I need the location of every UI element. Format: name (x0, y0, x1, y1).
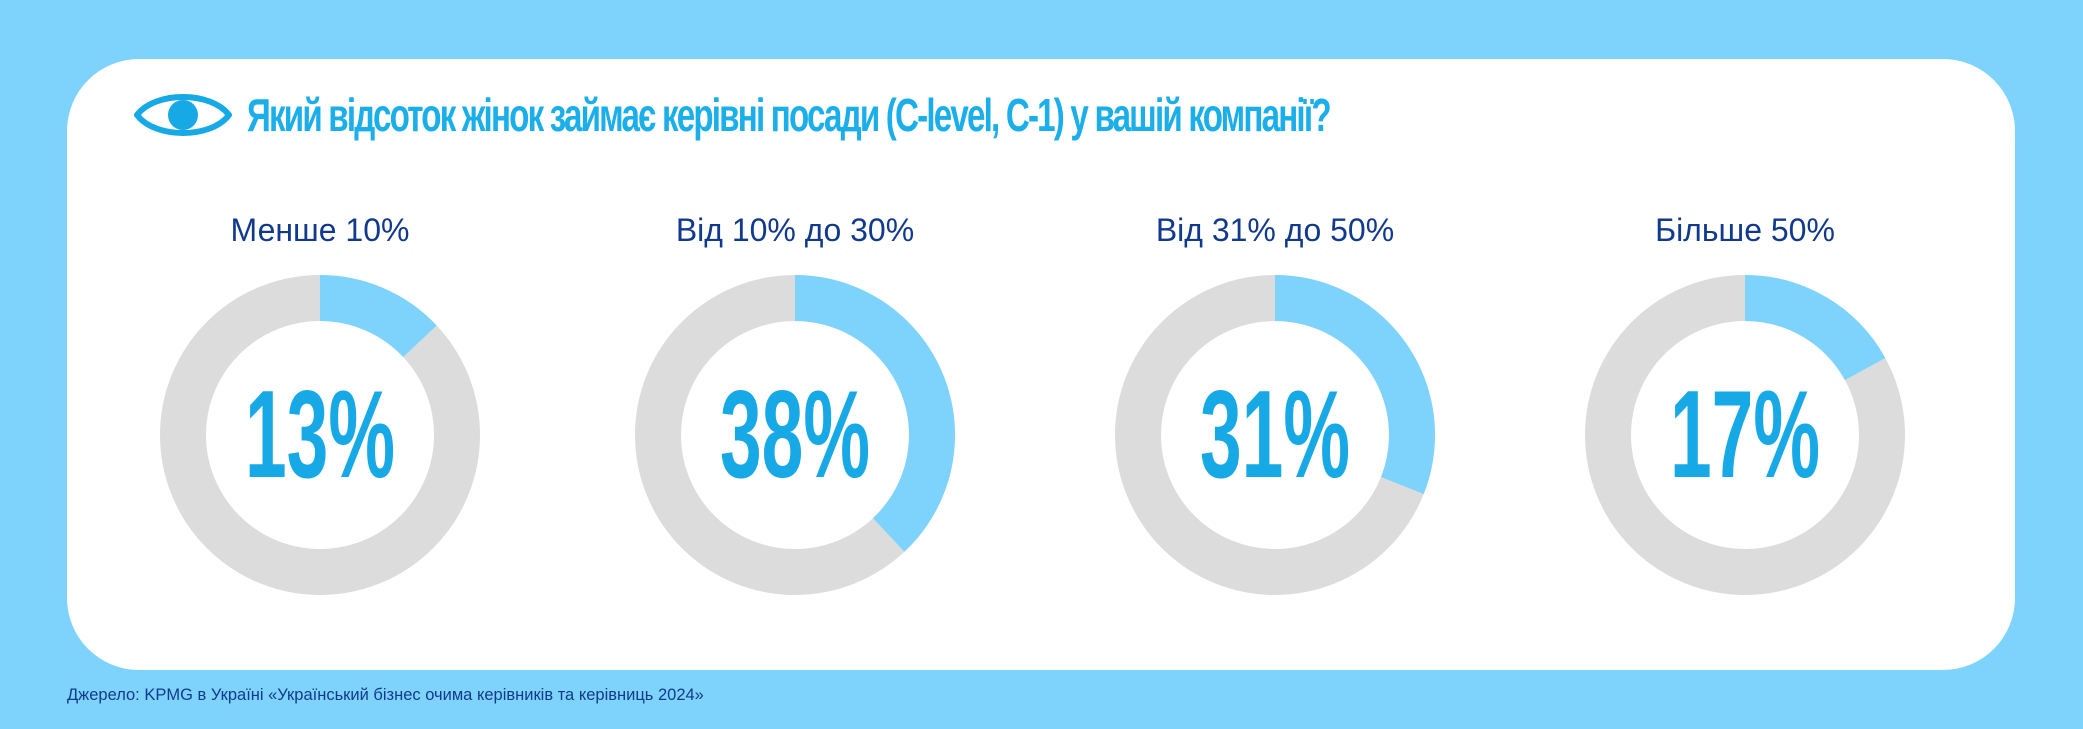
title-row: Який відсоток жінок займає керівні посад… (133, 84, 1751, 146)
source-note: Джерело: KPMG в Україні «Український біз… (67, 686, 704, 704)
donut-value: 38% (720, 366, 870, 504)
donut-chart: 31% (1115, 275, 1435, 595)
donut-segment (160, 275, 480, 595)
category-label: Менше 10% (230, 212, 410, 248)
donut-segment (1585, 275, 1905, 595)
category-label: Від 31% до 50% (1155, 212, 1395, 248)
donut-1: Менше 10% 13% (130, 205, 510, 600)
chart-title: Який відсоток жінок займає керівні посад… (247, 89, 1332, 141)
category-label: Від 10% до 30% (675, 212, 915, 248)
eye-icon (134, 94, 232, 136)
donut-value: 31% (1200, 366, 1350, 504)
donut-value: 17% (1670, 366, 1820, 504)
donut-value: 13% (245, 366, 395, 504)
donut-segment (635, 275, 955, 595)
donut-chart: 38% (635, 275, 955, 595)
donut-4: Більше 50% 17% (1555, 205, 1935, 600)
donut-chart: 13% (160, 275, 480, 595)
donut-chart: 17% (1585, 275, 1905, 595)
donut-segment (1115, 275, 1435, 595)
category-label: Більше 50% (1655, 212, 1835, 248)
donut-3: Від 31% до 50% 31% (1085, 205, 1465, 600)
donut-2: Від 10% до 30% 38% (605, 205, 985, 600)
